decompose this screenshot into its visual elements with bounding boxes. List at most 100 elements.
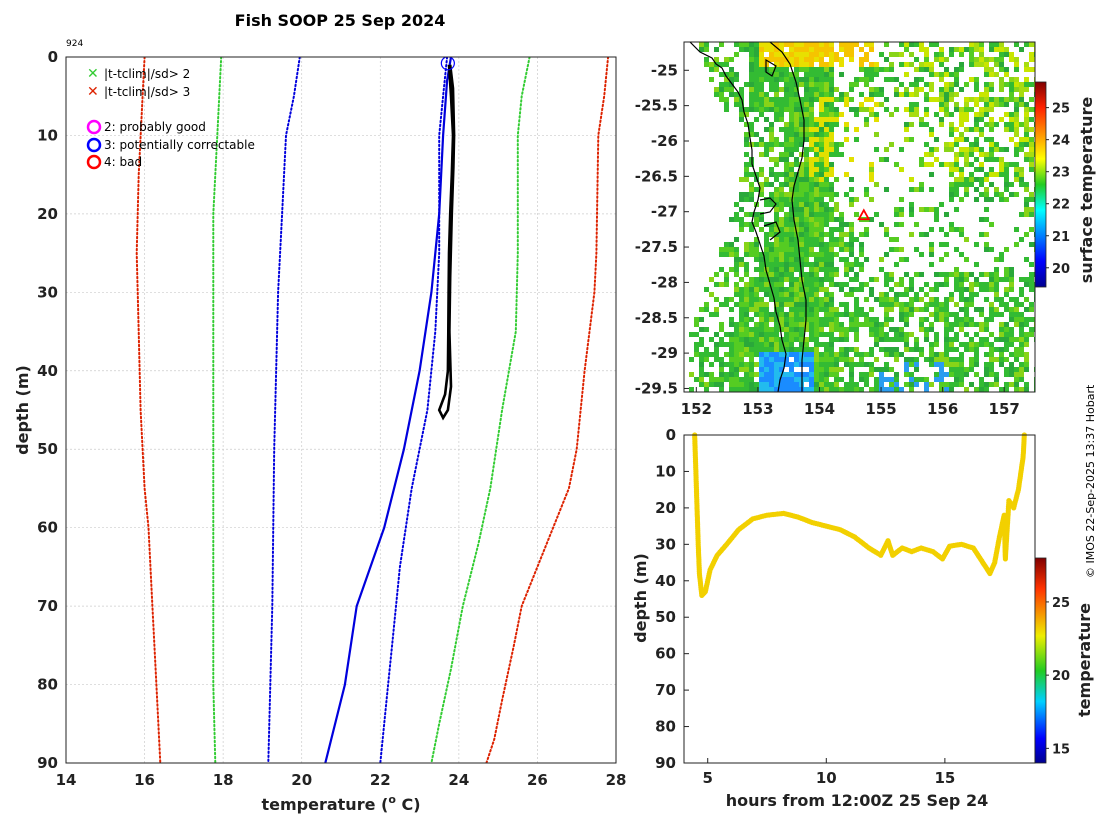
map-cell <box>824 82 829 87</box>
map-cell <box>784 162 789 167</box>
map-cell <box>759 282 764 287</box>
map-cell <box>814 262 819 267</box>
map-cell <box>784 167 789 172</box>
map-cell <box>734 262 739 267</box>
map-cell <box>1009 97 1014 102</box>
map-cell <box>714 92 719 97</box>
map-cell <box>994 307 999 312</box>
map-cell <box>914 272 919 277</box>
map-cell <box>999 302 1004 307</box>
map-cell <box>799 42 804 47</box>
map-cell <box>1019 387 1024 392</box>
map-cell <box>989 57 994 62</box>
map-cell <box>834 352 839 357</box>
map-cell <box>1024 67 1029 72</box>
map-cell <box>769 127 774 132</box>
map-cell <box>904 382 909 387</box>
x-tick-label: 16 <box>134 771 155 789</box>
map-cell <box>769 377 774 382</box>
map-cell <box>989 372 994 377</box>
dt-y-tick-label: 0 <box>666 426 676 444</box>
map-cell <box>829 362 834 367</box>
map-cell <box>754 362 759 367</box>
map-cell <box>749 87 754 92</box>
map-cell <box>939 377 944 382</box>
map-cell <box>719 362 724 367</box>
map-cell <box>749 212 754 217</box>
map-cell <box>779 287 784 292</box>
map-cell <box>809 162 814 167</box>
map-cell <box>874 147 879 152</box>
map-cell <box>859 232 864 237</box>
series-clim-plus-2sd <box>430 57 531 763</box>
map-cell <box>814 137 819 142</box>
map-cell <box>824 267 829 272</box>
map-cell <box>749 247 754 252</box>
map-cell <box>759 152 764 157</box>
map-cell <box>779 367 784 372</box>
map-cell <box>794 42 799 47</box>
map-cell <box>954 367 959 372</box>
map-cell <box>879 337 884 342</box>
map-cell <box>1014 387 1019 392</box>
map-cell <box>774 362 779 367</box>
map-cell <box>774 357 779 362</box>
map-cell <box>754 307 759 312</box>
map-cell <box>1029 192 1034 197</box>
map-cell <box>769 222 774 227</box>
map-cell <box>844 247 849 252</box>
map-cell <box>904 307 909 312</box>
map-cell <box>1014 162 1019 167</box>
map-cell <box>774 337 779 342</box>
map-cell <box>989 122 994 127</box>
map-cell <box>924 232 929 237</box>
map-cell <box>824 242 829 247</box>
map-cell <box>789 62 794 67</box>
map-cell <box>804 67 809 72</box>
map-cell <box>784 197 789 202</box>
map-cell <box>984 112 989 117</box>
map-cell <box>939 97 944 102</box>
map-cell <box>809 227 814 232</box>
map-cell <box>944 307 949 312</box>
map-cell <box>904 42 909 47</box>
map-cell <box>1009 117 1014 122</box>
map-cell <box>794 352 799 357</box>
map-cell <box>789 227 794 232</box>
map-cell <box>794 337 799 342</box>
map-cell <box>714 382 719 387</box>
map-cell <box>1009 282 1014 287</box>
map-cell <box>949 222 954 227</box>
map-cell <box>829 52 834 57</box>
map-cell <box>799 312 804 317</box>
map-cell <box>784 122 789 127</box>
map-cell <box>1009 332 1014 337</box>
map-cell <box>784 137 789 142</box>
map-cell <box>1024 202 1029 207</box>
map-cell <box>734 337 739 342</box>
map-cell <box>759 297 764 302</box>
map-cell <box>1014 297 1019 302</box>
map-cell <box>894 162 899 167</box>
map-cell <box>784 42 789 47</box>
map-cell <box>779 57 784 62</box>
map-cell <box>794 162 799 167</box>
map-cell <box>729 382 734 387</box>
map-cell <box>874 382 879 387</box>
map-cell <box>979 377 984 382</box>
map-cell <box>919 67 924 72</box>
map-cell <box>909 287 914 292</box>
map-cell <box>734 377 739 382</box>
map-cell <box>989 117 994 122</box>
map-cell <box>1004 387 1009 392</box>
map-cell <box>749 297 754 302</box>
map-cell <box>819 352 824 357</box>
map-cell <box>989 107 994 112</box>
map-cell <box>979 152 984 157</box>
map-cell <box>1014 82 1019 87</box>
map-cell <box>809 347 814 352</box>
map-cell <box>809 302 814 307</box>
map-cell <box>809 187 814 192</box>
map-cell <box>729 297 734 302</box>
map-cell <box>944 297 949 302</box>
